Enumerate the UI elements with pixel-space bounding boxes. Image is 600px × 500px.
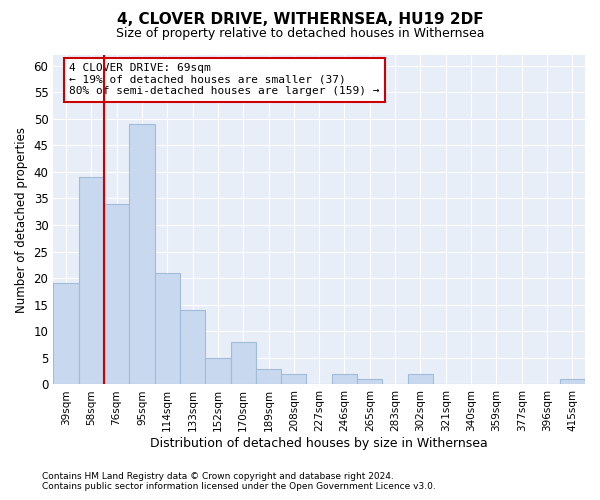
Bar: [357, 379, 382, 384]
Bar: [129, 124, 155, 384]
Bar: [256, 368, 281, 384]
Bar: [104, 204, 129, 384]
Text: Contains public sector information licensed under the Open Government Licence v3: Contains public sector information licen…: [42, 482, 436, 491]
Bar: [230, 342, 256, 384]
Text: 4 CLOVER DRIVE: 69sqm
← 19% of detached houses are smaller (37)
80% of semi-deta: 4 CLOVER DRIVE: 69sqm ← 19% of detached …: [69, 63, 380, 96]
Text: Size of property relative to detached houses in Withernsea: Size of property relative to detached ho…: [116, 28, 484, 40]
Bar: [79, 177, 104, 384]
Bar: [560, 379, 585, 384]
Bar: [53, 284, 79, 384]
Bar: [155, 273, 180, 384]
Y-axis label: Number of detached properties: Number of detached properties: [15, 126, 28, 312]
Bar: [180, 310, 205, 384]
Text: Contains HM Land Registry data © Crown copyright and database right 2024.: Contains HM Land Registry data © Crown c…: [42, 472, 394, 481]
Bar: [332, 374, 357, 384]
X-axis label: Distribution of detached houses by size in Withernsea: Distribution of detached houses by size …: [150, 437, 488, 450]
Bar: [205, 358, 230, 384]
Bar: [408, 374, 433, 384]
Bar: [281, 374, 307, 384]
Text: 4, CLOVER DRIVE, WITHERNSEA, HU19 2DF: 4, CLOVER DRIVE, WITHERNSEA, HU19 2DF: [116, 12, 484, 28]
